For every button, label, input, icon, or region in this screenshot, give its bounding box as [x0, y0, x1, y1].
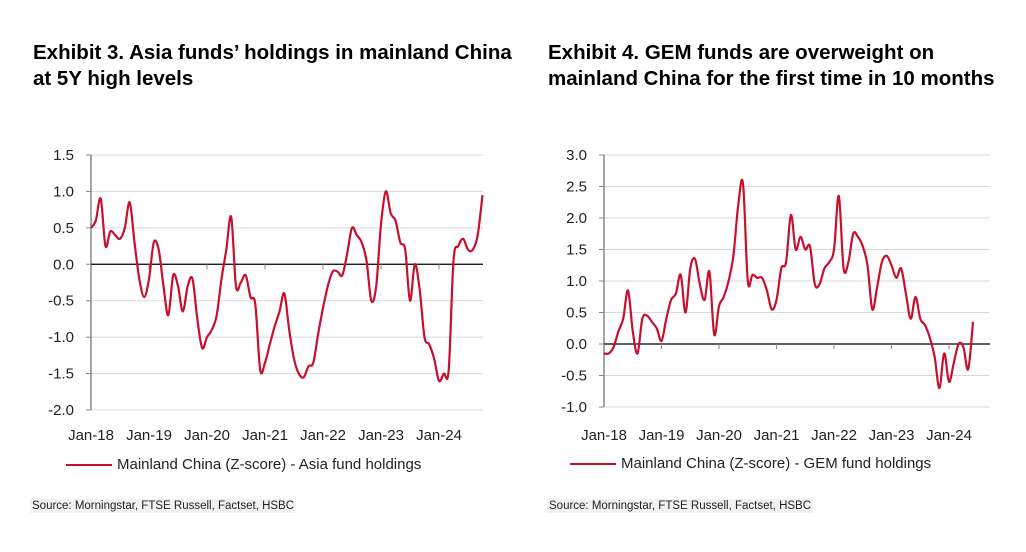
series-line [603, 178, 975, 390]
y-tick-label: 1.0 [53, 183, 74, 200]
legend: Mainland China (Z-score) - GEM fund hold… [570, 455, 931, 472]
x-tick-label: Jan-20 [184, 427, 230, 444]
x-tick-label: Jan-23 [869, 427, 915, 444]
legend-label: Mainland China (Z-score) - Asia fund hol… [117, 456, 422, 473]
legend-line-swatch [66, 463, 112, 466]
series-line [90, 190, 484, 383]
y-tick-label: 1.5 [566, 242, 587, 259]
x-tick-label: Jan-18 [581, 427, 627, 444]
x-tick-label: Jan-19 [126, 427, 172, 444]
y-tick-label: 0.5 [53, 220, 74, 237]
x-tick-label: Jan-21 [754, 427, 800, 444]
exhibit-4-panel: Exhibit 4. GEM funds are overweight on m… [513, 0, 1026, 552]
y-tick-label: -1.0 [561, 399, 587, 416]
x-tick-label: Jan-23 [358, 427, 404, 444]
x-tick-label: Jan-22 [300, 427, 346, 444]
chart-title: Exhibit 3. Asia funds’ holdings in mainl… [33, 41, 512, 90]
y-tick-label: 1.0 [566, 273, 587, 290]
y-tick-label: -2.0 [48, 402, 74, 419]
x-tick-label: Jan-18 [68, 427, 114, 444]
y-tick-label: 3.0 [566, 147, 587, 164]
y-tick-label: 2.0 [566, 210, 587, 227]
chart-title: Exhibit 4. GEM funds are overweight on m… [548, 41, 995, 90]
y-tick-label: 0.5 [566, 305, 587, 322]
exhibit-3-panel: Exhibit 3. Asia funds’ holdings in mainl… [30, 41, 512, 513]
y-tick-label: -0.5 [561, 368, 587, 385]
x-tick-label: Jan-19 [639, 427, 685, 444]
y-tick-label: -1.5 [48, 366, 74, 383]
x-tick-label: Jan-20 [696, 427, 742, 444]
x-tick-label: Jan-24 [416, 427, 462, 444]
legend: Mainland China (Z-score) - Asia fund hol… [66, 456, 421, 473]
y-tick-label: 1.5 [53, 147, 74, 164]
y-tick-label: -1.0 [48, 329, 74, 346]
y-tick-label: 0.0 [566, 336, 587, 353]
y-tick-label: 2.5 [566, 179, 587, 196]
legend-line-swatch [570, 462, 616, 465]
exhibit-3-chart: 1.5 1.0 0.5 0.0 -0.5 -1.0 -1.5 -2.0 Jan-18 Jan-19… [48, 147, 484, 444]
source-note: Source: Morningstar, FTSE Russell, Facts… [547, 499, 814, 513]
y-tick-label: -0.5 [48, 293, 74, 310]
x-tick-label: Jan-22 [811, 427, 857, 444]
source-note: Source: Morningstar, FTSE Russell, Facts… [30, 499, 297, 513]
x-tick-label: Jan-21 [242, 427, 288, 444]
y-tick-label: 0.0 [53, 256, 74, 273]
x-tick-label: Jan-24 [926, 427, 972, 444]
legend-label: Mainland China (Z-score) - GEM fund hold… [621, 455, 932, 472]
exhibit-4-chart: 3.0 2.5 2.0 1.5 1.0 0.5 0.0 -0.5 -1.0 Jan-18 Jan-1… [561, 147, 990, 444]
